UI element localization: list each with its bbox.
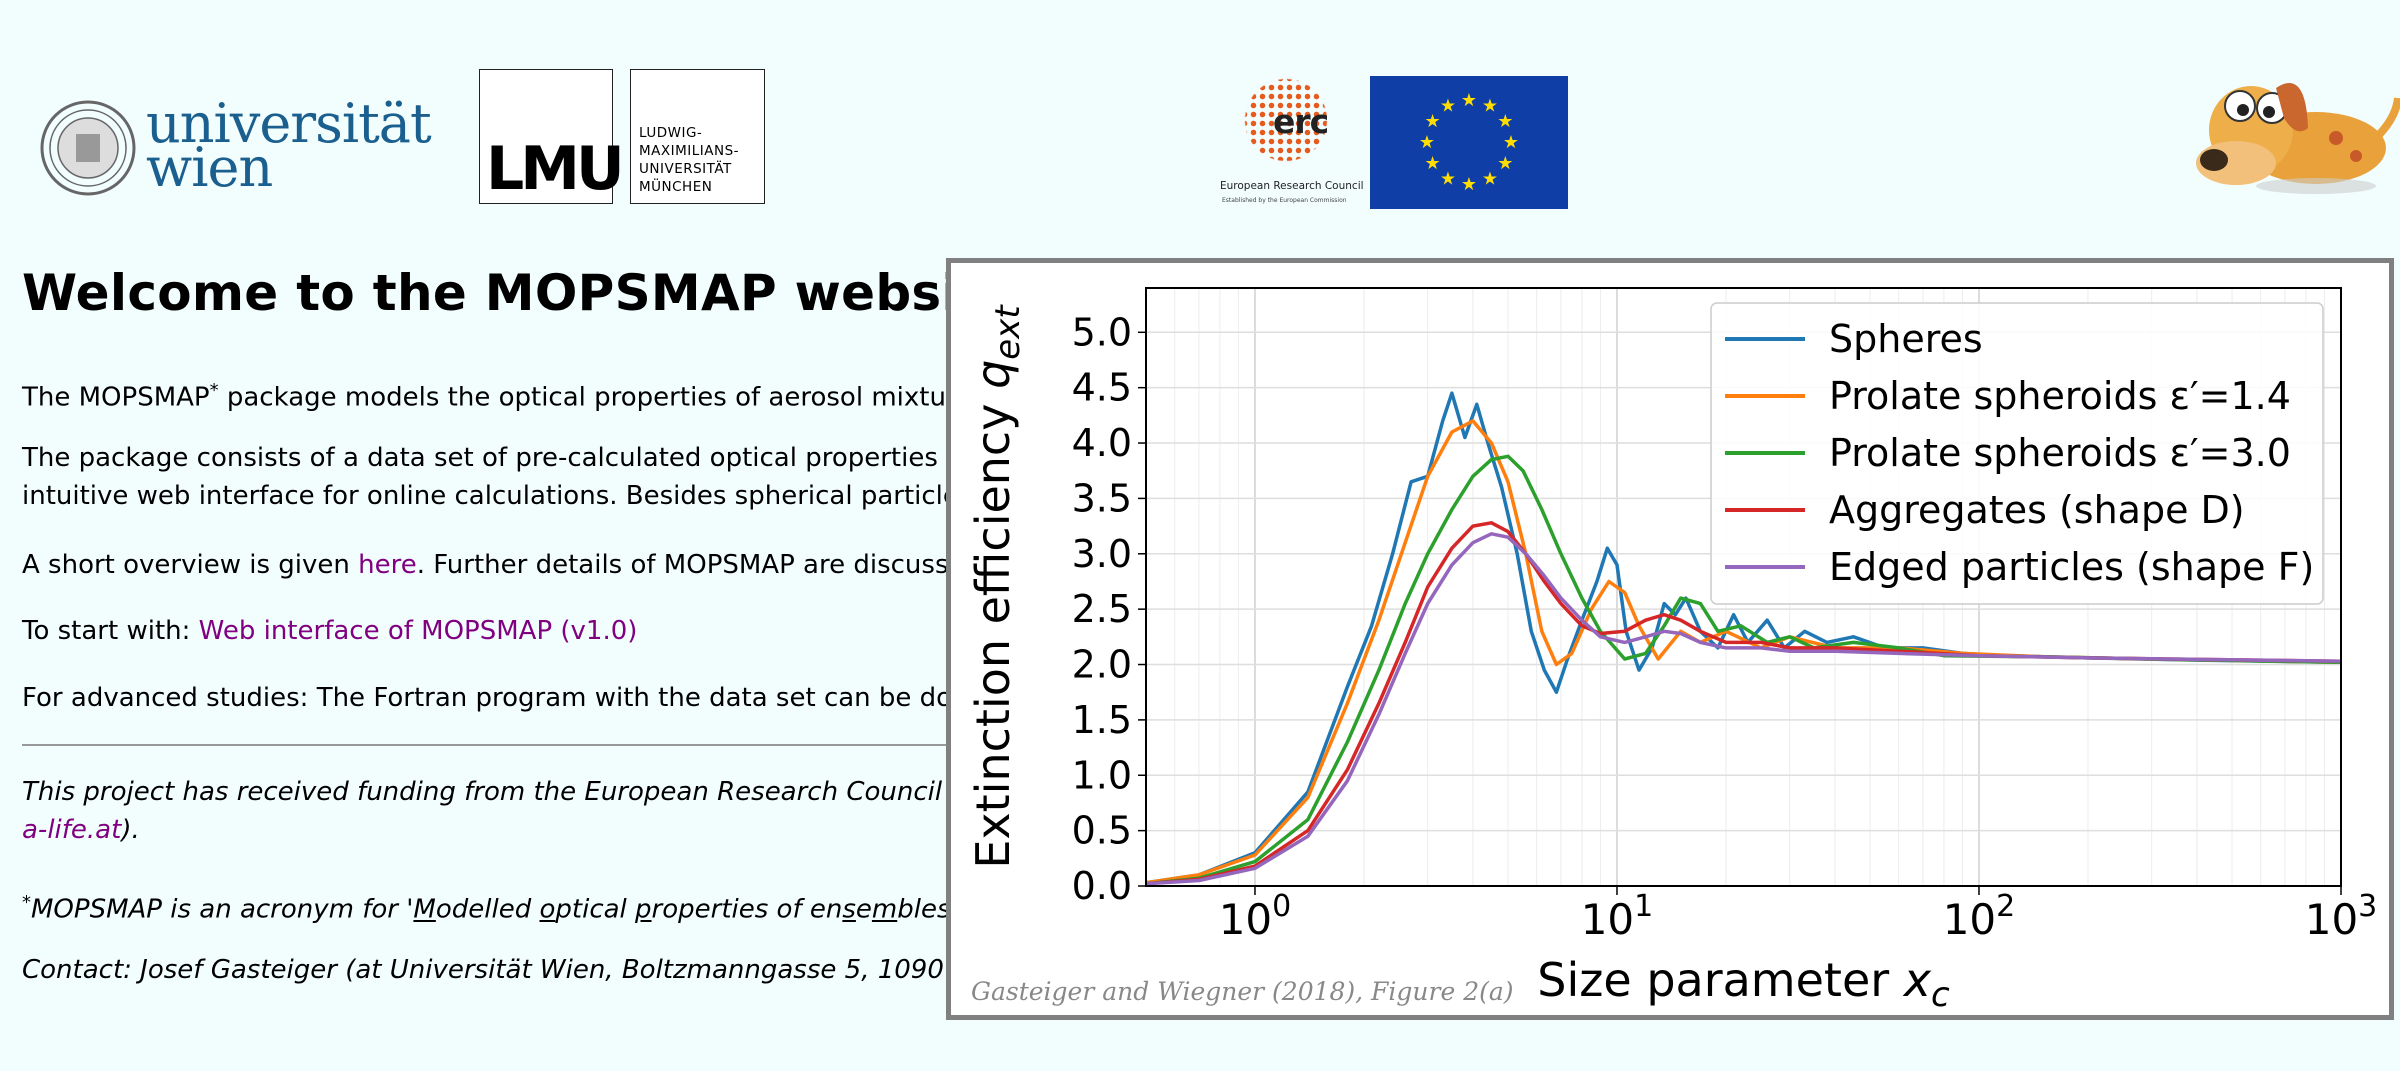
eu-star-icon: ★ <box>1440 168 1456 189</box>
eu-star-icon: ★ <box>1497 153 1513 174</box>
y-tick-label: 2.5 <box>1072 587 1132 631</box>
y-tick-label: 3.5 <box>1072 476 1132 520</box>
legend-label: Prolate spheroids ε′=3.0 <box>1829 431 2291 475</box>
univie-seal-icon <box>40 100 136 196</box>
acronym-letter: M <box>413 894 436 925</box>
web-interface-link[interactable]: Web interface of MOPSMAP (v1.0) <box>198 616 638 646</box>
lmu-logo-name[interactable]: LUDWIG- MAXIMILIANS- UNIVERSITÄT MÜNCHEN <box>630 69 765 204</box>
lmu-name-text: LUDWIG- MAXIMILIANS- UNIVERSITÄT MÜNCHEN <box>639 125 740 195</box>
eu-star-icon: ★ <box>1461 90 1477 111</box>
eu-star-icon: ★ <box>1482 96 1498 117</box>
y-tick-label: 4.5 <box>1072 366 1132 410</box>
figure-credit: Gasteiger and Wiegner (2018), Figure 2(a… <box>971 977 1514 1006</box>
univie-wordmark: universität wien <box>146 92 432 199</box>
y-tick-label: 3.0 <box>1072 532 1132 576</box>
series-line <box>1145 454 2342 886</box>
overview-paragraph: A short overview is given here. Further … <box>22 550 1013 580</box>
acronym-letter: o <box>539 894 556 925</box>
package-paragraph: The package consists of a data set of pr… <box>22 443 1017 511</box>
y-tick-label: 4.0 <box>1072 421 1132 465</box>
x-tick-label: 100 <box>1219 889 1292 944</box>
y-tick-label: 5.0 <box>1072 310 1132 354</box>
acronym-paragraph: *MOPSMAP is an acronym for 'Modelled opt… <box>22 884 1008 929</box>
legend-label: Aggregates (shape D) <box>1829 488 2245 532</box>
y-tick-label: 0.5 <box>1072 809 1132 853</box>
x-axis-label: Size parameter xc <box>1537 953 1950 1015</box>
legend-label: Spheres <box>1829 317 1983 361</box>
acronym-letter: m <box>871 894 898 925</box>
legend-label: Prolate spheroids ε′=1.4 <box>1829 374 2291 418</box>
eu-stars: ★ ★★★★★★★★★★★ <box>1419 90 1519 195</box>
acronym-letter: s <box>842 894 856 925</box>
y-tick-label: 1.0 <box>1072 753 1132 797</box>
extinction-figure: 0.0 0.5 1.0 1.5 2.0 2.5 3.0 3.5 4.0 4.5 5.0 100 101 1… <box>946 258 2394 1020</box>
extinction-chart: 0.0 0.5 1.0 1.5 2.0 2.5 3.0 3.5 4.0 4.5 5.0 100 101 1… <box>966 287 2378 1015</box>
intro-paragraph: The MOPSMAP* package models the optical … <box>22 380 973 413</box>
eu-star-icon: ★ <box>1482 168 1498 189</box>
eu-flag-icon[interactable]: ★ ★ ★ ★ ★ ★ ★ ★ ★ ★ ★ ★ <box>1370 76 1568 209</box>
eu-star-icon: ★ <box>1503 132 1519 153</box>
lmu-logo-mark[interactable]: LMU <box>479 69 625 204</box>
contact-paragraph: Contact: Josef Gasteiger (at Universität… <box>22 955 1018 985</box>
y-tick-label: 0.0 <box>1072 864 1132 908</box>
y-axis-label: Extinction efficiency qext <box>966 304 1028 869</box>
plot-frame <box>1145 287 2342 887</box>
overview-link[interactable]: here <box>358 550 417 580</box>
eu-star-icon: ★ <box>1497 111 1513 132</box>
legend-label: Edged particles (shape F) <box>1829 545 2314 589</box>
eu-star-icon: ★ <box>1419 132 1435 153</box>
funding-paragraph: This project has received funding from t… <box>22 777 1024 845</box>
acronym-letter: p <box>635 894 652 925</box>
dog-mascot-icon <box>2196 68 2400 200</box>
x-tick-label: 101 <box>1581 889 1654 944</box>
univie-logo[interactable]: universität wien <box>40 97 432 200</box>
y-tick-label: 2.0 <box>1072 643 1132 687</box>
eu-star-icon: ★ <box>1461 174 1477 195</box>
divider <box>22 744 1022 746</box>
page-title: Welcome to the MOPSMAP website! <box>22 264 1041 322</box>
alife-link[interactable]: a-life.at <box>22 815 122 845</box>
x-tick-label: 103 <box>2305 889 2378 944</box>
eu-star-icon: ★ <box>1440 96 1456 117</box>
y-tick-label: 1.5 <box>1072 698 1132 742</box>
series-line <box>1145 532 2342 886</box>
erc-logo[interactable]: erc European Research Council Establishe… <box>1218 72 1364 212</box>
x-tick-label: 102 <box>1943 889 2016 944</box>
series-line <box>1145 391 2342 885</box>
advanced-paragraph: For advanced studies: The Fortran progra… <box>22 683 1013 713</box>
eu-star-icon: ★ <box>1425 111 1441 132</box>
series-line <box>1145 521 2342 886</box>
eu-star-icon: ★ <box>1425 153 1441 174</box>
start-paragraph: To start with: Web interface of MOPSMAP … <box>22 616 638 646</box>
legend-box <box>1710 302 2324 605</box>
erc-dots-icon <box>1240 74 1332 166</box>
